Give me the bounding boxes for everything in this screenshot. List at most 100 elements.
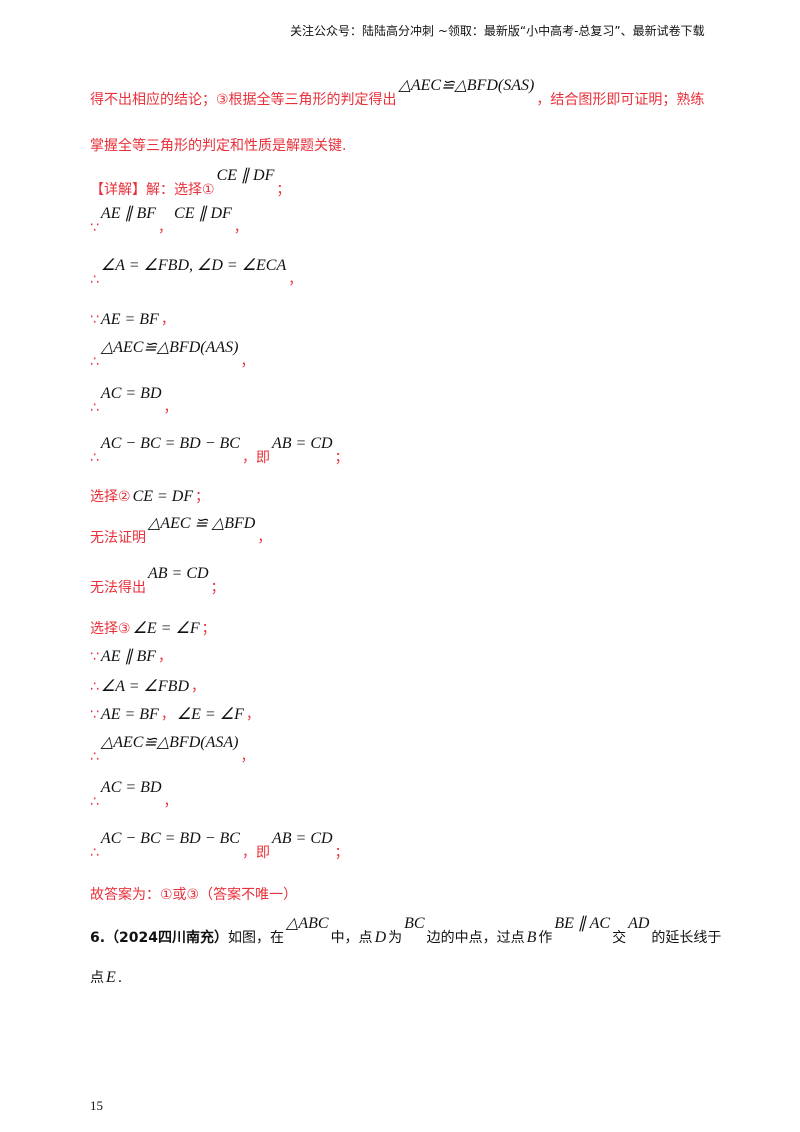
text-line: ∴∠A = ∠FBD, ∠D = ∠ECA， bbox=[90, 257, 303, 290]
math-expression: △AEC ≌ △BFD bbox=[148, 515, 256, 532]
text-segment: ， bbox=[160, 707, 175, 723]
text-segment: ， bbox=[191, 679, 205, 695]
text-line: ∴AC = BD， bbox=[90, 385, 178, 418]
text-segment: 点 bbox=[90, 970, 104, 986]
text-line: ∴AC − BC = BD − BC，即AB = CD； bbox=[90, 435, 349, 468]
text-segment: ； bbox=[195, 489, 210, 505]
text-segment: ∵ bbox=[90, 220, 99, 236]
text-line: ∴△AEC≌△BFD(AAS)， bbox=[90, 339, 255, 372]
math-expression: AE ∥ BF bbox=[100, 648, 157, 665]
text-line: ∵ AE = BF， bbox=[90, 310, 175, 330]
math-expression: △ABC bbox=[286, 915, 329, 932]
text-segment: ， bbox=[233, 220, 248, 236]
math-expression: AC = BD bbox=[100, 385, 162, 402]
text-segment: ， bbox=[245, 707, 260, 723]
math-expression: ∠A = ∠FBD, ∠D = ∠ECA bbox=[100, 257, 287, 274]
text-segment: 掌握全等三角形的判定和性质是解题关键. bbox=[90, 138, 347, 154]
text-line: ∵AE ∥ BF，CE ∥ DF， bbox=[90, 205, 248, 238]
text-segment: 选择② bbox=[90, 489, 131, 505]
math-expression: AB = CD bbox=[271, 830, 333, 847]
text-segment: ∴ bbox=[90, 400, 99, 416]
math-expression: CE = DF bbox=[132, 488, 194, 505]
text-segment: 边的中点，过点 bbox=[426, 930, 525, 946]
math-expression: ∠E = ∠F bbox=[176, 706, 244, 723]
text-segment: 中，点 bbox=[330, 930, 373, 946]
text-segment: ，即 bbox=[241, 845, 270, 861]
text-segment: ， bbox=[158, 220, 173, 236]
text-segment: ∵ bbox=[90, 312, 99, 328]
text-segment: ∴ bbox=[90, 272, 99, 288]
text-line: 6.（2024四川南充）如图，在△ABC中，点 D 为BC边的中点，过点 B 作BE ∥… bbox=[90, 915, 722, 948]
text-segment: ，即 bbox=[241, 450, 270, 466]
text-line: ∵ AE ∥ BF， bbox=[90, 647, 172, 667]
text-line: ∴AC − BC = BD − BC，即AB = CD； bbox=[90, 830, 349, 863]
text-segment: ； bbox=[334, 450, 349, 466]
math-expression: AC − BC = BD − BC bbox=[100, 435, 240, 452]
math-expression: AE = BF bbox=[100, 706, 159, 723]
math-expression: △AEC≌△BFD(ASA) bbox=[100, 734, 239, 751]
text-segment: ， bbox=[240, 354, 255, 370]
text-segment: ∵ bbox=[90, 649, 99, 665]
math-expression: E bbox=[106, 969, 116, 986]
text-segment: 无法证明 bbox=[90, 530, 146, 546]
text-segment: ∴ bbox=[90, 679, 99, 695]
math-expression: CE ∥ DF bbox=[174, 205, 232, 222]
text-segment: 选择③ bbox=[90, 621, 131, 637]
text-line: 掌握全等三角形的判定和性质是解题关键. bbox=[90, 136, 346, 156]
math-expression: △AEC≌△BFD(AAS) bbox=[100, 339, 239, 356]
text-segment: ； bbox=[201, 621, 216, 637]
text-segment: ∴ bbox=[90, 794, 99, 810]
text-line: ∴ ∠A = ∠FBD， bbox=[90, 677, 205, 697]
text-segment: 6.（2024四川南充） bbox=[90, 930, 229, 946]
math-expression: D bbox=[374, 929, 387, 946]
text-line: 得不出相应的结论；③根据全等三角形的判定得出△AEC≌△BFD(SAS)，结合图… bbox=[90, 77, 705, 110]
text-segment: ； bbox=[210, 580, 225, 596]
math-expression: ∠E = ∠F bbox=[132, 620, 200, 637]
math-expression: BC bbox=[404, 915, 425, 932]
text-segment: 得不出相应的结论；③根据全等三角形的判定得出 bbox=[90, 92, 397, 108]
text-segment: ∴ bbox=[90, 749, 99, 765]
text-line: 无法得出AB = CD； bbox=[90, 565, 225, 598]
text-segment: 作 bbox=[538, 930, 553, 946]
math-expression: BE ∥ AC bbox=[554, 915, 611, 932]
text-line: 选择③ ∠E = ∠F； bbox=[90, 619, 216, 639]
text-segment: . bbox=[117, 970, 123, 986]
math-expression: AC = BD bbox=[100, 779, 162, 796]
text-line: 无法证明△AEC ≌ △BFD， bbox=[90, 515, 272, 548]
text-segment: ， bbox=[163, 794, 178, 810]
text-segment: ； bbox=[334, 845, 349, 861]
text-line: 故答案为：①或③（答案不唯一） bbox=[90, 885, 297, 905]
text-segment: ∴ bbox=[90, 450, 99, 466]
text-segment: ， bbox=[240, 749, 255, 765]
text-segment: ， bbox=[288, 272, 303, 288]
text-segment: ∴ bbox=[90, 845, 99, 861]
text-segment: 故答案为：①或③（答案不唯一） bbox=[90, 887, 298, 903]
math-expression: ∠A = ∠FBD bbox=[100, 678, 189, 695]
text-segment: ， bbox=[160, 312, 175, 328]
text-segment: ∵ bbox=[90, 707, 99, 723]
text-segment: ， bbox=[163, 400, 178, 416]
text-line: ∴△AEC≌△BFD(ASA)， bbox=[90, 734, 255, 767]
math-expression: AB = CD bbox=[148, 565, 209, 582]
text-segment: ∴ bbox=[90, 354, 99, 370]
math-expression: CE ∥ DF bbox=[216, 167, 275, 184]
text-segment: ， bbox=[158, 649, 173, 665]
text-segment: ， bbox=[257, 530, 272, 546]
text-line: ∵ AE = BF， ∠E = ∠F， bbox=[90, 705, 260, 725]
math-expression: AE ∥ BF bbox=[100, 205, 157, 222]
page-header: 关注公众号：陆陆高分冲刺 ~领取：最新版“小中高考-总复习”、最新试卷下载 bbox=[290, 24, 705, 38]
text-segment: 的延长线于 bbox=[651, 930, 722, 946]
text-line: ∴AC = BD， bbox=[90, 779, 178, 812]
text-segment: 交 bbox=[612, 930, 627, 946]
math-expression: AC − BC = BD − BC bbox=[100, 830, 240, 847]
math-expression: AD bbox=[628, 915, 650, 932]
text-segment: 如图，在 bbox=[228, 930, 285, 946]
math-expression: AB = CD bbox=[271, 435, 333, 452]
text-line: 选择② CE = DF； bbox=[90, 487, 209, 507]
text-segment: ，结合图形即可证明；熟练 bbox=[536, 92, 705, 108]
math-expression: △AEC≌△BFD(SAS) bbox=[398, 77, 535, 94]
math-expression: B bbox=[526, 929, 537, 946]
text-segment: 【详解】解：选择① bbox=[90, 182, 215, 198]
text-segment: 为 bbox=[388, 930, 403, 946]
